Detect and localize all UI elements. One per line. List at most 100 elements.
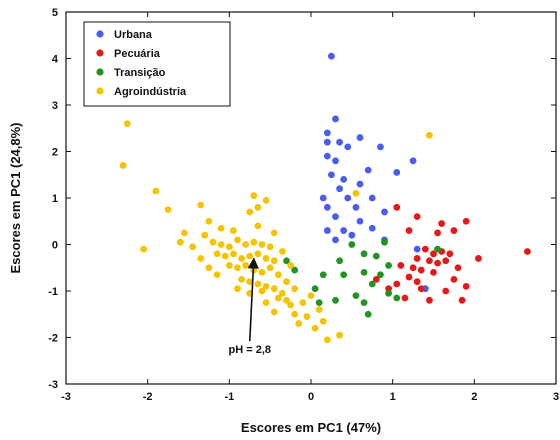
- data-point: [323, 227, 331, 234]
- data-point: [319, 271, 327, 279]
- data-point: [323, 152, 331, 160]
- data-point: [524, 248, 531, 255]
- data-point: [393, 169, 401, 176]
- data-point: [140, 245, 147, 253]
- y-axis-title: Escores em PC1 (24,8%): [8, 122, 23, 273]
- data-point: [421, 245, 429, 253]
- data-point: [291, 266, 299, 274]
- data-point: [197, 255, 205, 262]
- data-point: [360, 250, 368, 258]
- data-point: [446, 250, 454, 258]
- data-point: [262, 299, 270, 307]
- data-point: [262, 282, 270, 290]
- data-point: [368, 194, 376, 202]
- data-point: [254, 280, 262, 288]
- data-point: [426, 296, 433, 304]
- data-point: [250, 192, 258, 200]
- data-point: [201, 231, 209, 239]
- x-tick-label: 2: [471, 391, 477, 403]
- data-point: [336, 185, 343, 193]
- data-point: [217, 224, 225, 232]
- data-point: [458, 296, 466, 304]
- data-point: [413, 245, 421, 253]
- data-point: [426, 131, 433, 139]
- data-point: [123, 120, 131, 127]
- data-point: [311, 324, 319, 332]
- legend-marker: [96, 30, 104, 38]
- data-point: [250, 238, 258, 246]
- data-point: [279, 248, 286, 255]
- data-point: [274, 271, 282, 279]
- y-tick-label: 3: [52, 100, 58, 112]
- data-point: [454, 264, 462, 272]
- x-tick-label: -3: [61, 391, 71, 403]
- data-point: [225, 243, 233, 251]
- data-point: [442, 287, 450, 295]
- legend-marker: [96, 49, 104, 57]
- data-point: [152, 187, 160, 195]
- data-point: [417, 285, 425, 293]
- data-point: [266, 243, 274, 251]
- data-point: [340, 227, 348, 234]
- data-point: [430, 269, 437, 276]
- data-point: [364, 310, 372, 318]
- data-point: [230, 227, 237, 234]
- data-point: [332, 115, 339, 123]
- data-point: [360, 269, 368, 276]
- data-point: [372, 275, 380, 283]
- data-point: [336, 138, 343, 146]
- data-point: [442, 257, 450, 265]
- data-point: [254, 250, 262, 258]
- data-point: [340, 271, 348, 279]
- data-point: [209, 238, 217, 246]
- data-point: [381, 208, 388, 216]
- data-point: [234, 236, 241, 244]
- data-point: [401, 294, 409, 302]
- data-points: [119, 52, 531, 344]
- data-point: [258, 287, 266, 295]
- data-point: [270, 257, 278, 265]
- data-point: [323, 203, 331, 211]
- data-point: [242, 241, 250, 248]
- data-point: [164, 206, 172, 214]
- data-point: [315, 299, 323, 307]
- data-point: [385, 289, 392, 297]
- data-point: [323, 336, 331, 344]
- data-point: [315, 306, 323, 313]
- data-point: [270, 285, 278, 293]
- data-point: [336, 331, 343, 339]
- data-point: [205, 264, 213, 272]
- data-point: [311, 285, 319, 293]
- y-tick-label: 4: [52, 54, 59, 66]
- data-point: [283, 278, 290, 286]
- y-tick-label: -1: [48, 286, 58, 298]
- data-point: [230, 250, 237, 258]
- data-point: [332, 296, 339, 304]
- data-point: [328, 52, 335, 60]
- data-point: [258, 241, 266, 248]
- data-point: [254, 203, 262, 211]
- data-point: [364, 166, 372, 174]
- data-point: [197, 201, 205, 209]
- data-point: [397, 262, 405, 269]
- data-point: [413, 255, 421, 262]
- data-point: [368, 280, 376, 288]
- data-point: [340, 176, 348, 183]
- data-point: [287, 301, 294, 309]
- data-point: [426, 257, 433, 265]
- annotation-arrow: [247, 257, 259, 342]
- y-tick-label: 5: [52, 7, 58, 19]
- data-point: [413, 278, 421, 286]
- data-point: [332, 236, 339, 244]
- data-point: [462, 282, 470, 290]
- annotation-label: pH = 2,8: [229, 344, 272, 356]
- data-point: [270, 308, 278, 316]
- series-1: [372, 203, 531, 304]
- data-point: [356, 217, 364, 225]
- data-point: [181, 229, 188, 237]
- series-2: [283, 238, 441, 318]
- y-tick-label: 2: [52, 147, 58, 159]
- data-point: [381, 238, 388, 246]
- data-point: [348, 231, 356, 239]
